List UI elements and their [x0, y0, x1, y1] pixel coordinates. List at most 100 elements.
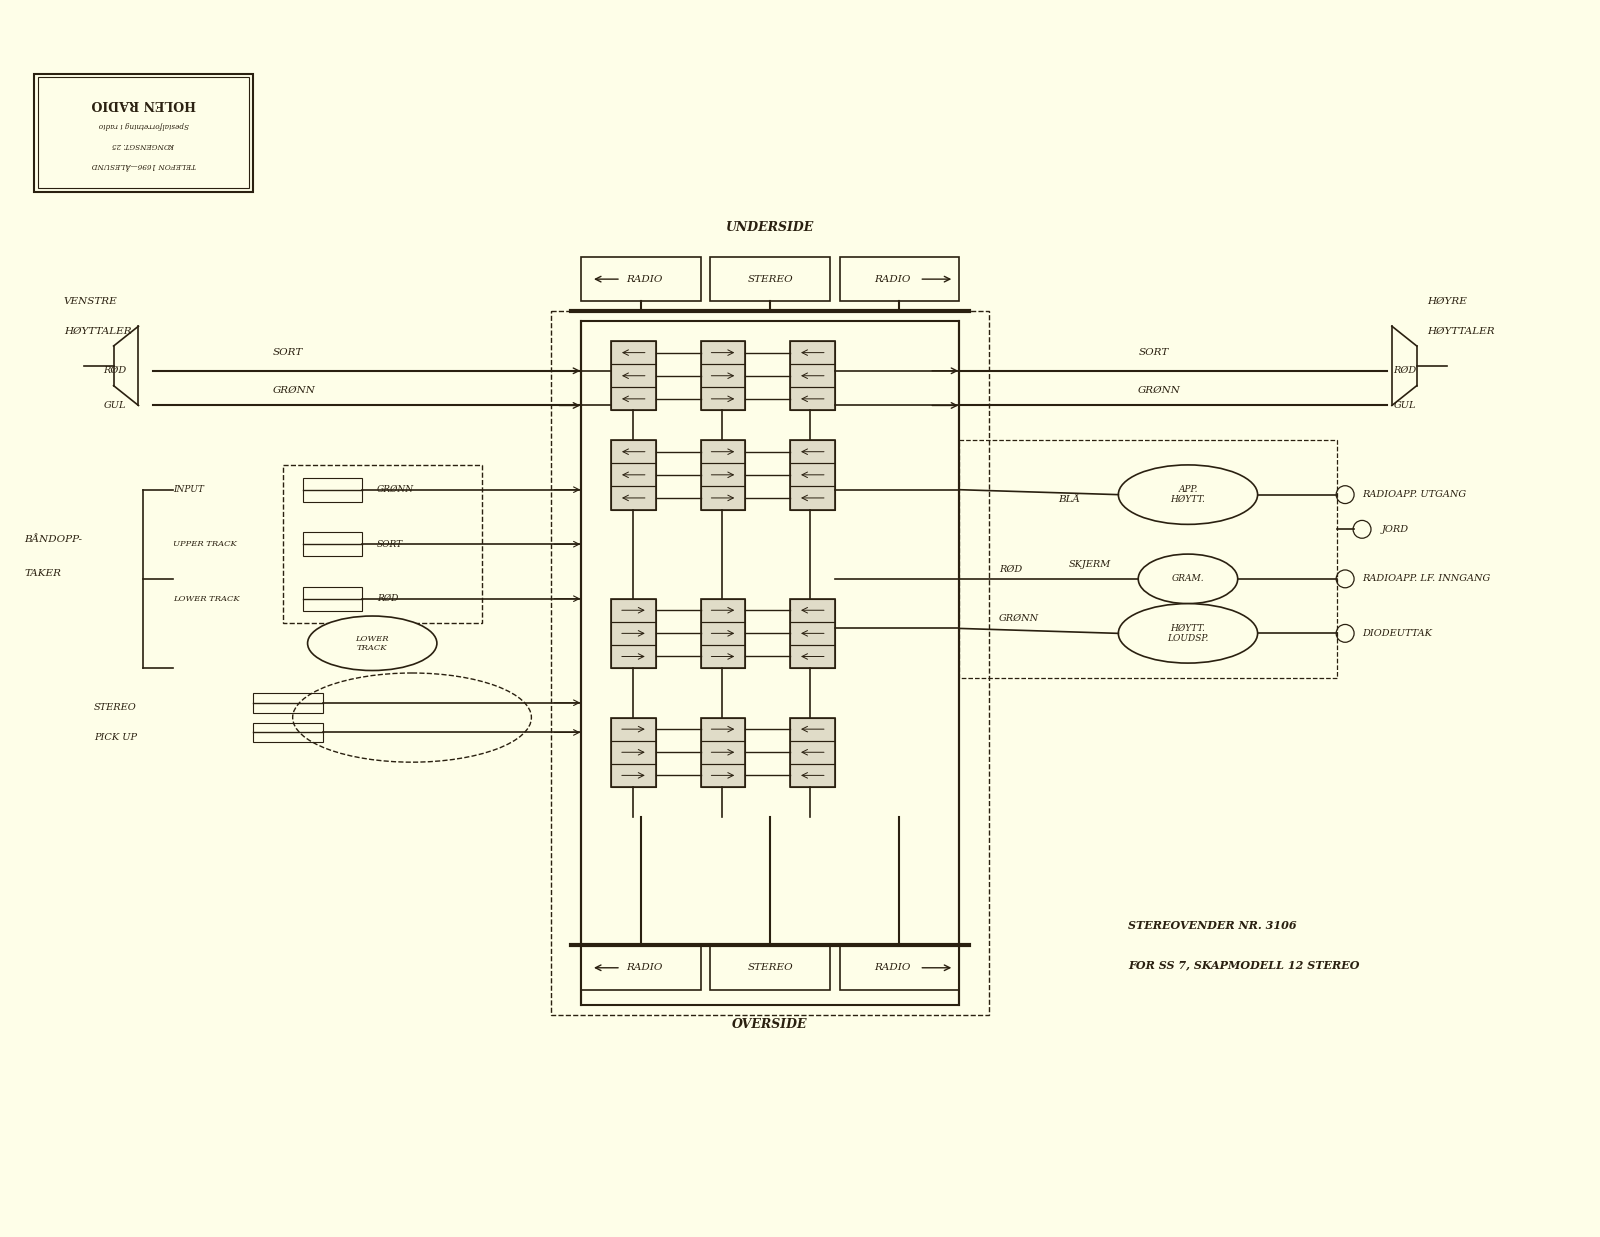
Text: TELEFON 1696—ÅLESUND: TELEFON 1696—ÅLESUND: [91, 161, 195, 168]
Bar: [611, 717, 656, 741]
Bar: [790, 486, 835, 510]
Bar: [302, 532, 362, 557]
Text: SORT: SORT: [1138, 349, 1168, 357]
Text: UNDERSIDE: UNDERSIDE: [726, 220, 814, 234]
Bar: [611, 599, 656, 668]
Bar: [701, 464, 746, 486]
Text: HØYRE: HØYRE: [1427, 297, 1467, 306]
Bar: [581, 945, 701, 990]
Bar: [701, 440, 746, 464]
Bar: [790, 464, 835, 486]
Bar: [790, 599, 835, 622]
Ellipse shape: [1138, 554, 1238, 604]
Text: RØD: RØD: [378, 594, 398, 604]
Bar: [611, 644, 656, 668]
Bar: [611, 717, 656, 787]
Text: BÅNDOPP-: BÅNDOPP-: [24, 534, 82, 544]
Text: UPPER TRACK: UPPER TRACK: [173, 541, 237, 548]
Text: GRØNN: GRØNN: [998, 614, 1038, 623]
Text: HØYTTALER: HØYTTALER: [64, 327, 131, 335]
Bar: [701, 717, 746, 787]
Text: RØD: RØD: [104, 366, 126, 375]
Text: RADIOAPP. LF. INNGANG: RADIOAPP. LF. INNGANG: [1362, 574, 1490, 584]
Text: RADIO: RADIO: [626, 964, 662, 972]
Bar: [34, 73, 253, 193]
Text: STEREO: STEREO: [94, 703, 136, 713]
Text: HOLEN RADIO: HOLEN RADIO: [91, 96, 195, 110]
Bar: [840, 945, 958, 990]
Bar: [253, 722, 323, 742]
Bar: [701, 486, 746, 510]
Text: GUL: GUL: [1394, 401, 1416, 409]
Bar: [701, 741, 746, 763]
Bar: [701, 341, 746, 364]
Bar: [790, 717, 835, 787]
Bar: [701, 717, 746, 741]
Bar: [701, 622, 746, 644]
Bar: [302, 586, 362, 611]
Bar: [790, 717, 835, 741]
Text: APP.
HØYTT.: APP. HØYTT.: [1171, 485, 1205, 505]
Bar: [701, 364, 746, 387]
Bar: [790, 440, 835, 464]
Bar: [701, 387, 746, 411]
Bar: [38, 78, 250, 188]
Bar: [611, 622, 656, 644]
Bar: [790, 644, 835, 668]
Bar: [790, 741, 835, 763]
Bar: [611, 464, 656, 486]
Text: GUL: GUL: [104, 401, 126, 409]
Text: TAKER: TAKER: [24, 569, 61, 579]
Bar: [611, 341, 656, 364]
Bar: [611, 364, 656, 387]
Bar: [790, 763, 835, 787]
Bar: [611, 763, 656, 787]
Text: PICK UP: PICK UP: [94, 732, 136, 742]
Bar: [790, 387, 835, 411]
Ellipse shape: [1118, 465, 1258, 524]
Bar: [611, 440, 656, 464]
Bar: [790, 440, 835, 510]
Text: GRAM.: GRAM.: [1171, 574, 1205, 584]
Bar: [701, 644, 746, 668]
Text: VENSTRE: VENSTRE: [64, 297, 118, 306]
Bar: [790, 599, 835, 668]
Bar: [611, 387, 656, 411]
Text: GRØNN: GRØNN: [378, 485, 414, 495]
Bar: [611, 341, 656, 411]
Text: HØYTTALER: HØYTTALER: [1427, 327, 1494, 335]
Bar: [790, 341, 835, 364]
Bar: [581, 322, 958, 1004]
Bar: [840, 257, 958, 302]
Text: RADIO: RADIO: [626, 275, 662, 283]
Bar: [790, 364, 835, 387]
Bar: [790, 622, 835, 644]
Bar: [701, 341, 746, 411]
Text: RØD: RØD: [1394, 366, 1416, 375]
Bar: [701, 599, 746, 622]
Bar: [611, 599, 656, 622]
Bar: [958, 440, 1338, 678]
Bar: [581, 257, 701, 302]
Text: GRØNN: GRØNN: [1138, 386, 1181, 395]
Bar: [701, 763, 746, 787]
Text: RADIOAPP. UTGANG: RADIOAPP. UTGANG: [1362, 490, 1466, 500]
Bar: [611, 741, 656, 763]
Text: BLÅ: BLÅ: [1059, 495, 1080, 505]
Bar: [710, 257, 830, 302]
Text: LOWER
TRACK: LOWER TRACK: [355, 635, 389, 652]
Text: RØD: RØD: [998, 564, 1022, 574]
Text: RADIO: RADIO: [875, 964, 910, 972]
Bar: [790, 341, 835, 411]
Text: JORD: JORD: [1382, 524, 1410, 534]
Text: KONGENSGT. 25: KONGENSGT. 25: [112, 141, 174, 148]
Text: LOWER TRACK: LOWER TRACK: [173, 595, 240, 602]
Text: FOR SS 7, SKAPMODELL 12 STEREO: FOR SS 7, SKAPMODELL 12 STEREO: [1128, 960, 1360, 971]
Bar: [701, 599, 746, 668]
Bar: [701, 440, 746, 510]
Text: STEREO: STEREO: [747, 964, 794, 972]
Text: SORT: SORT: [272, 349, 302, 357]
Text: STEREO: STEREO: [747, 275, 794, 283]
Text: INPUT: INPUT: [173, 485, 205, 495]
Text: OVERSIDE: OVERSIDE: [733, 1018, 808, 1032]
